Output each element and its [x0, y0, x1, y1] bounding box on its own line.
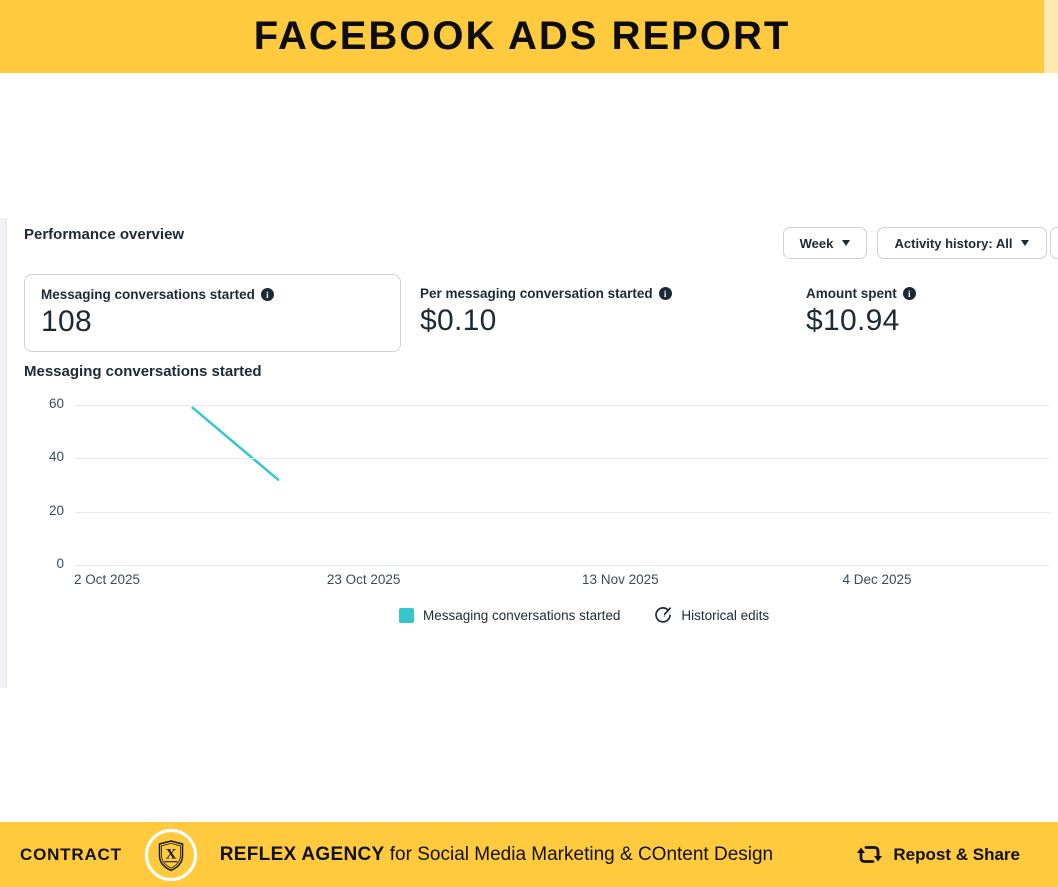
chart-line-series: [191, 406, 280, 481]
repost-share-cta[interactable]: Repost & Share: [856, 842, 1020, 867]
gridline: [75, 565, 1050, 566]
section-title: Performance overview: [24, 226, 185, 243]
metric-value: 108: [41, 305, 92, 338]
x-axis-tick: 23 Oct 2025: [326, 572, 401, 587]
repost-icon: [857, 846, 883, 863]
legend-label: Historical edits: [681, 607, 770, 623]
y-axis-tick: 60: [48, 396, 64, 411]
x-axis-tick: 13 Nov 2025: [582, 572, 659, 587]
header-edge-strip: [1044, 0, 1058, 73]
agency-name: REFLEX AGENCY: [219, 843, 385, 865]
report-header-banner: FACEBOOK ADS REPORT: [0, 0, 1044, 73]
legend-label: Messaging conversations started: [423, 607, 621, 623]
time-granularity-dropdown[interactable]: Week: [783, 227, 867, 259]
metric-label: Messaging conversations started i: [41, 287, 274, 302]
chevron-down-icon: [1021, 240, 1030, 246]
metric-card-messaging-conversations[interactable]: Messaging conversations started i 108: [24, 274, 401, 352]
metric-label: Per messaging conversation started i: [420, 286, 672, 301]
info-icon[interactable]: i: [902, 287, 916, 300]
panel-left-gutter: [0, 218, 7, 688]
gridline: [75, 511, 1050, 513]
info-icon[interactable]: i: [658, 287, 672, 300]
x-axis-tick: 4 Dec 2025: [842, 572, 912, 587]
metric-label: Amount spent i: [806, 286, 916, 301]
chart-legend: Messaging conversations started Historic…: [399, 606, 769, 624]
metric-value: $10.94: [806, 304, 900, 337]
repost-share-label: Repost & Share: [893, 844, 1020, 864]
clipped-dropdown[interactable]: [1050, 227, 1058, 259]
historical-edits-icon: [655, 607, 672, 623]
chevron-down-icon: [842, 240, 851, 246]
contract-label: CONTRACT: [20, 844, 122, 864]
line-chart: 0 20 40 60 2 Oct 2025 23 Oct 2025 13 Nov 2025 4…: [0, 390, 1058, 600]
legend-item-historical-edits[interactable]: Historical edits: [654, 606, 769, 624]
y-axis-tick: 20: [48, 502, 64, 518]
metric-amount-spent[interactable]: Amount spent i $10.94: [806, 286, 916, 338]
metric-value: $0.10: [420, 304, 497, 337]
legend-swatch: [399, 607, 414, 623]
info-icon[interactable]: i: [260, 288, 274, 301]
agency-credit: REFLEX AGENCY for Social Media Marketing…: [220, 844, 773, 866]
y-axis-tick: 0: [56, 556, 64, 571]
metric-per-conversation[interactable]: Per messaging conversation started i $0.…: [420, 286, 672, 338]
svg-text:X: X: [165, 846, 176, 862]
agency-logo: X: [144, 828, 197, 881]
footer-banner: CONTRACT X REFLEX AGENCY for Social Medi…: [0, 822, 1058, 887]
legend-item-messaging[interactable]: Messaging conversations started: [399, 607, 621, 623]
gridline: [75, 458, 1050, 460]
gridline: [75, 405, 1050, 406]
activity-history-dropdown[interactable]: Activity history: All: [877, 227, 1047, 259]
y-axis-tick: 40: [48, 449, 64, 465]
x-axis-tick: 2 Oct 2025: [73, 572, 141, 587]
page-title: FACEBOOK ADS REPORT: [253, 14, 791, 58]
activity-history-value: Activity history: All: [894, 235, 1013, 251]
time-granularity-value: Week: [799, 235, 834, 251]
agency-tagline: for Social Media Marketing & COntent Des…: [384, 843, 774, 865]
chart-title: Messaging conversations started: [24, 363, 262, 380]
